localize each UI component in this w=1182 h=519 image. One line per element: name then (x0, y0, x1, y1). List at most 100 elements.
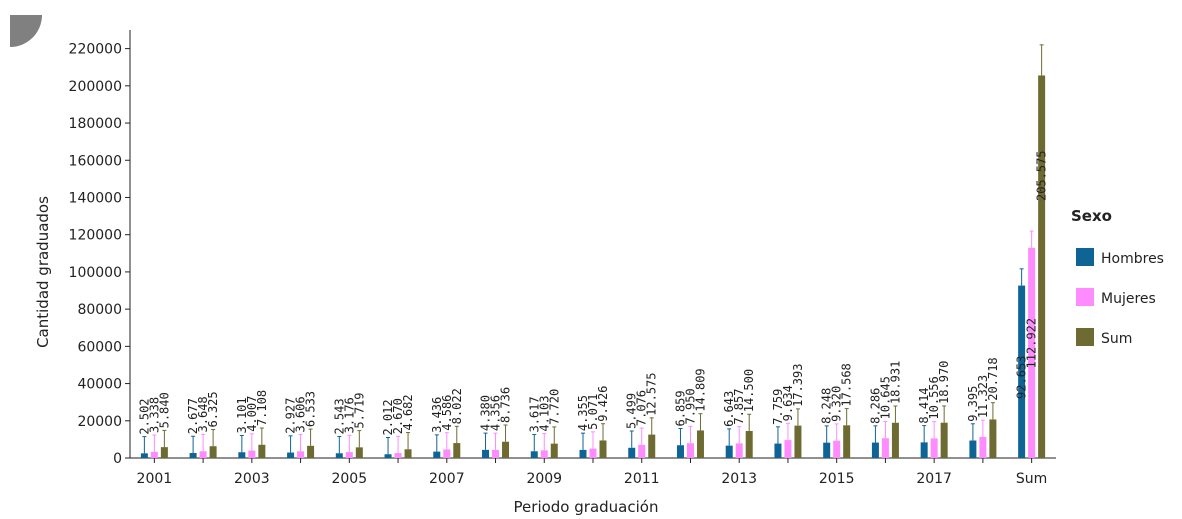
data-label: 14.500 (742, 369, 756, 412)
bar-hombres (238, 452, 246, 458)
bar-hombres (433, 451, 441, 458)
data-label: 2.012 (381, 399, 395, 435)
data-label: 9.634 (781, 385, 795, 421)
bar-mujeres (443, 449, 451, 458)
bar-sum (696, 430, 704, 458)
x-axis-title: Periodo graduación (514, 498, 659, 516)
bar-sum (404, 449, 412, 458)
data-label: 92.653 (1015, 356, 1029, 399)
bar-hombres (920, 442, 928, 458)
bar-hombres (579, 449, 587, 458)
bar-sum (209, 446, 217, 458)
y-tick-label: 40000 (77, 377, 122, 393)
bar-sum (794, 425, 802, 458)
legend-label-hombres: Hombres (1101, 251, 1164, 267)
data-label: 12.575 (645, 372, 659, 415)
bar-hombres (823, 442, 831, 458)
x-tick-label: 2001 (137, 471, 173, 487)
x-tick-label: 2007 (429, 471, 465, 487)
legend-label-sum: Sum (1101, 331, 1132, 347)
data-label: 2.502 (137, 398, 151, 434)
data-label: 3.101 (235, 397, 249, 433)
bar-hombres (189, 453, 197, 458)
data-label: 7.857 (732, 389, 746, 425)
data-label: 7.076 (635, 390, 649, 426)
bar-mujeres (784, 440, 792, 458)
data-label: 4.380 (479, 395, 493, 431)
data-label: 7.950 (683, 388, 697, 424)
bar-mujeres (540, 450, 548, 458)
data-label: 17.568 (840, 363, 854, 406)
data-label: 10.556 (927, 376, 941, 419)
bar-sum (940, 422, 948, 458)
data-label: 7.108 (255, 390, 269, 426)
data-label: 3.648 (196, 396, 210, 432)
y-tick-label: 200000 (69, 79, 122, 95)
bar-mujeres (199, 451, 207, 458)
y-tick-label: 100000 (69, 265, 122, 281)
x-axis: 2001 2003 2005 2007 2009 2011 2013 2015 2017 Sum (130, 457, 1056, 487)
bar-hombres (725, 445, 733, 458)
data-label: 9.395 (966, 386, 980, 422)
data-label: 6.533 (304, 391, 318, 427)
data-label: 8.736 (499, 387, 513, 423)
legend-swatch-mujeres (1076, 288, 1094, 306)
x-tick-label: 2015 (819, 471, 855, 487)
bar-mujeres (1028, 247, 1036, 458)
x-tick-label: 2011 (624, 471, 660, 487)
data-label: 3.436 (430, 397, 444, 433)
bar-sum (648, 434, 656, 458)
legend: Sexo Hombres Mujeres Sum (1071, 207, 1164, 347)
bar-hombres (628, 447, 636, 458)
data-label: 4.103 (537, 395, 551, 431)
legend-swatch-sum (1076, 328, 1094, 346)
bar-mujeres (735, 443, 743, 458)
data-label: 18.970 (937, 361, 951, 404)
bar-hombres (482, 449, 490, 458)
bar-mujeres (345, 452, 353, 458)
bar-hombres (287, 452, 295, 458)
data-label: 8.286 (868, 388, 882, 424)
data-label: 8.414 (917, 387, 931, 423)
bar-sum (307, 445, 315, 458)
legend-swatch-hombres (1076, 248, 1094, 266)
bar-sum (599, 440, 607, 458)
data-label: 17.393 (791, 364, 805, 407)
bar-sum (989, 419, 997, 458)
bar-mujeres (881, 438, 889, 458)
bar-sum (745, 431, 753, 458)
bar-mujeres (150, 451, 158, 458)
y-tick-label: 80000 (77, 302, 122, 318)
y-axis: 0 20000 40000 60000 80000 100000 120000 140000 1… (69, 30, 131, 467)
bar-hombres (676, 445, 684, 458)
data-label: 112.922 (1025, 318, 1039, 369)
data-label: 3.617 (527, 396, 541, 432)
data-label: 2.543 (332, 398, 346, 434)
y-tick-label: 140000 (69, 190, 122, 206)
data-label: 18.931 (888, 361, 902, 404)
corner-decoration (10, 15, 42, 47)
data-label: 9.320 (830, 386, 844, 422)
x-tick-label: 2013 (721, 471, 757, 487)
data-label: 4.682 (401, 394, 415, 430)
data-label: 10.645 (878, 376, 892, 419)
bar-hombres (335, 453, 343, 458)
bar-sum (1038, 75, 1046, 459)
data-label: 14.809 (693, 368, 707, 411)
bar-hombres (384, 454, 392, 458)
data-label: 7.720 (547, 389, 561, 425)
y-tick-label: 160000 (69, 153, 122, 169)
data-label: 5.071 (586, 394, 600, 430)
data-label: 2.677 (186, 398, 200, 434)
y-axis-title: Cantidad graduados (34, 196, 52, 348)
bar-mujeres (248, 450, 256, 458)
data-label: 8.248 (820, 388, 834, 424)
x-tick-label: 2005 (331, 471, 367, 487)
bar-mujeres (589, 448, 597, 458)
data-label: 4.007 (245, 396, 259, 432)
x-tick-label: 2017 (916, 471, 952, 487)
bar-mujeres (686, 443, 694, 458)
y-tick-label: 60000 (77, 339, 122, 355)
